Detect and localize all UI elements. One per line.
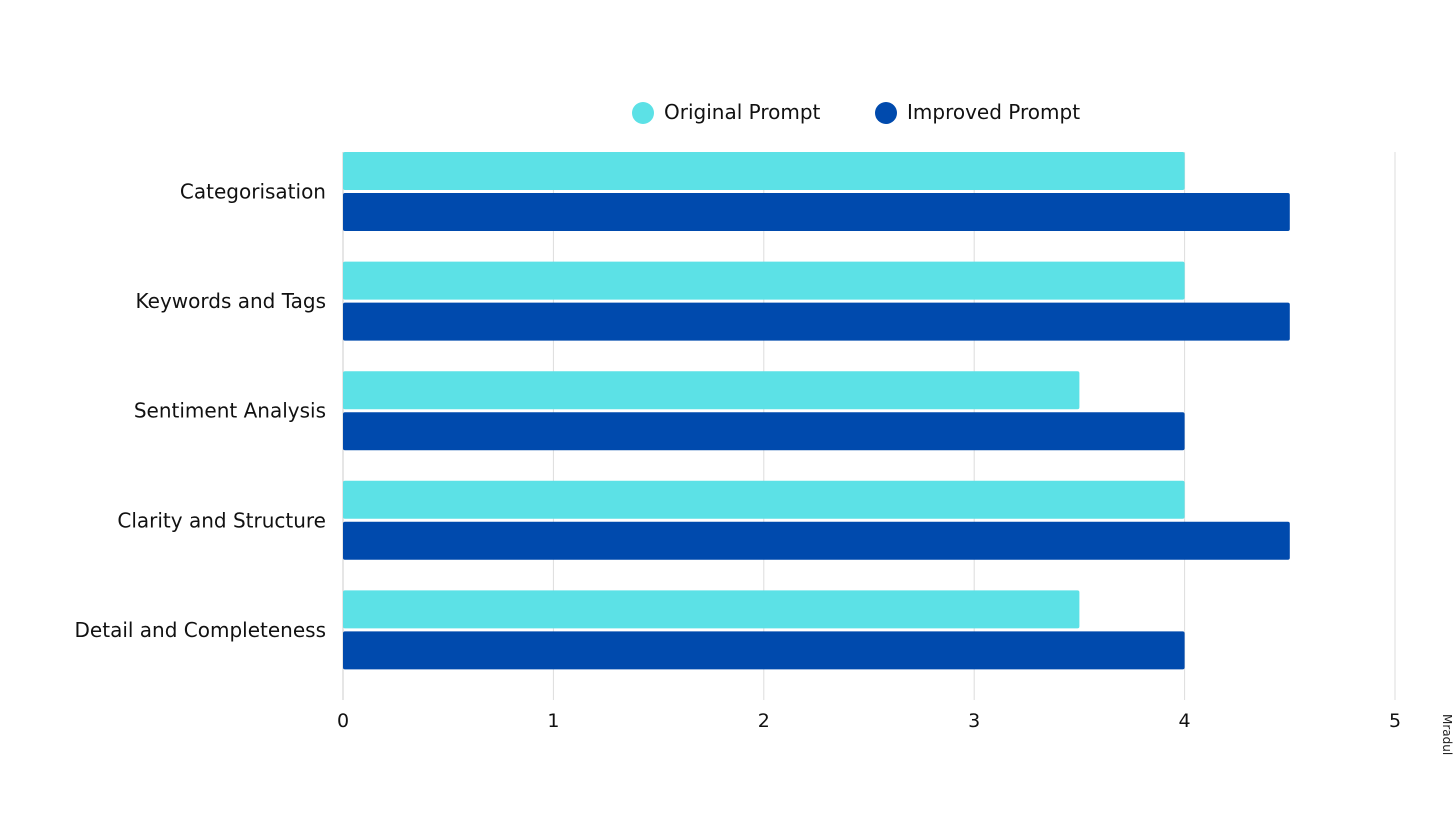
legend: Original Prompt Improved Prompt bbox=[632, 100, 1080, 124]
bar-original-3 bbox=[343, 371, 1080, 410]
category-label: Categorisation bbox=[180, 180, 326, 204]
x-tick-label: 2 bbox=[758, 710, 770, 732]
bar-original-2 bbox=[343, 261, 1185, 300]
category-label: Clarity and Structure bbox=[117, 508, 326, 532]
category-label: Sentiment Analysis bbox=[134, 399, 326, 423]
category-label: Detail and Completeness bbox=[75, 618, 326, 642]
bar-improved-3 bbox=[343, 412, 1185, 451]
bar-improved-1 bbox=[343, 193, 1290, 231]
bar-improved-5 bbox=[343, 631, 1185, 670]
legend-label: Original Prompt bbox=[664, 100, 821, 124]
bar-original-5 bbox=[343, 590, 1080, 629]
bar-improved-2 bbox=[343, 302, 1290, 341]
x-tick-label: 3 bbox=[968, 710, 980, 732]
legend-label: Improved Prompt bbox=[907, 100, 1080, 124]
x-tick-label: 5 bbox=[1389, 710, 1401, 732]
category-label: Keywords and Tags bbox=[136, 289, 326, 313]
bars bbox=[343, 152, 1290, 670]
y-axis-categories: Categorisation Keywords and Tags Sentiment… bbox=[75, 180, 326, 642]
bar-original-4 bbox=[343, 480, 1185, 519]
x-tick-label: 0 bbox=[337, 710, 349, 732]
legend-swatch bbox=[632, 102, 654, 124]
x-axis-ticks: 0 1 2 3 4 5 bbox=[337, 710, 1401, 732]
x-tick-label: 4 bbox=[1179, 710, 1191, 732]
x-tick-label: 1 bbox=[547, 710, 559, 732]
watermark: Mradul bbox=[1440, 714, 1454, 755]
legend-swatch bbox=[875, 102, 897, 124]
bar-improved-4 bbox=[343, 521, 1290, 560]
bar-original-1 bbox=[343, 152, 1185, 190]
